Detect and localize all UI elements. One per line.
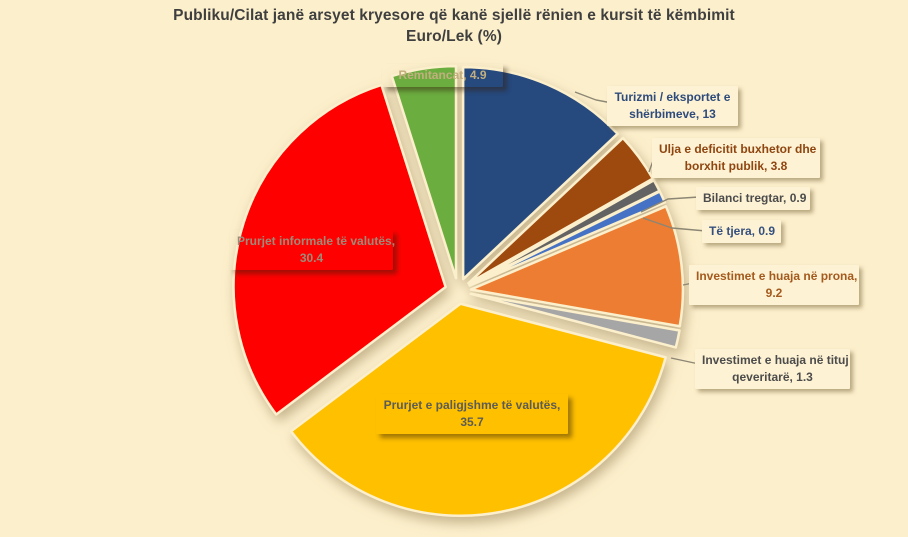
pie-slice-remitancat xyxy=(390,64,458,280)
label-turizmi-line1: Turizmi / eksportet e xyxy=(614,90,731,104)
label-prona: Investimet e huaja në prona, 9.2 xyxy=(689,265,859,306)
leader-turizmi xyxy=(574,91,613,104)
label-paligjshme-line2: 35.7 xyxy=(460,415,484,430)
label-ulja-line2: borxhit publik, 3.8 xyxy=(684,159,788,174)
label-remitancat-line1: Remitancat, 4.9 xyxy=(398,68,487,82)
label-informale: Prurjet informale të valutës, 30.4 xyxy=(230,230,396,270)
pie-slice-tituj xyxy=(469,292,681,349)
pie-slice-informale xyxy=(232,83,447,416)
pie-slices xyxy=(232,64,685,517)
label-remitancat: Remitancat, 4.9 xyxy=(382,64,503,87)
pie-slice-ulja xyxy=(467,136,655,285)
leader-tetjera xyxy=(642,217,707,232)
leader-bilanci xyxy=(640,196,700,213)
label-tetjera: Të tjera, 0.9 xyxy=(702,220,781,244)
label-paligjshme-line1: Prurjet e paligjshme të valutës, xyxy=(383,398,561,412)
label-informale-line2: 30.4 xyxy=(299,251,324,266)
label-turizmi-line2: shërbimeve, 13 xyxy=(629,107,716,122)
leader-tituj xyxy=(670,357,700,365)
label-tituj-line1: Investimet e huaja në tituj xyxy=(702,353,849,367)
label-ulja-line1: Ulja e deficitit buxhetor dhe xyxy=(659,142,817,156)
label-informale-line1: Prurjet informale të valutës, xyxy=(237,234,396,248)
label-ulja: Ulja e deficitit buxhetor dhe borxhit pu… xyxy=(652,138,820,179)
chart-title-line2: Euro/Lek (%) xyxy=(406,27,502,45)
pie-slice-prona xyxy=(469,205,685,328)
label-paligjshme: Prurjet e paligjshme të valutës, 35.7 xyxy=(376,394,568,434)
pie-slice-tetjera xyxy=(468,190,667,287)
chart-title: Publiku/Cilat janë arsyet kryesore që ka… xyxy=(0,6,908,48)
label-turizmi: Turizmi / eksportet e shërbimeve, 13 xyxy=(607,86,738,127)
label-tituj-line2: qeveritarë, 1.3 xyxy=(732,370,813,385)
pie-slice-paligjshme xyxy=(289,302,667,517)
label-bilanci-line1: Bilanci tregtar, 0.9 xyxy=(703,191,807,205)
label-tetjera-line1: Të tjera, 0.9 xyxy=(709,224,776,238)
label-prona-line1: Investimet e huaja në prona, xyxy=(696,269,858,283)
label-bilanci: Bilanci tregtar, 0.9 xyxy=(696,187,810,211)
chart-title-line1: Publiku/Cilat janë arsyet kryesore që ka… xyxy=(173,7,735,24)
label-tituj: Investimet e huaja në tituj qeveritarë, … xyxy=(695,349,850,390)
label-prona-line2: 9.2 xyxy=(765,286,783,301)
